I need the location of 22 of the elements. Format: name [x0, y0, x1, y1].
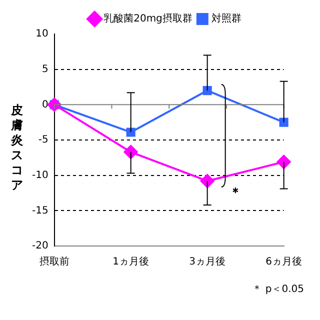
- y-tick-label: -15: [32, 205, 48, 216]
- y-tick-label: -5: [38, 134, 48, 146]
- x-tick-label: 3ヵ月後: [189, 256, 226, 268]
- point: [200, 174, 214, 188]
- y-tick-label: 0: [42, 99, 48, 110]
- x-tick-label: 摂取前: [39, 256, 70, 268]
- point: [276, 154, 291, 169]
- point: [126, 128, 136, 137]
- y-axis-title: 皮膚炎スコア: [10, 103, 24, 193]
- y-tick-label: 10: [36, 28, 48, 40]
- annotation: ＊: [229, 185, 242, 200]
- x-tick-label: 6ヵ月後: [266, 256, 302, 268]
- y-tick-label: -10: [32, 170, 48, 181]
- point: [202, 86, 212, 96]
- point: [124, 145, 138, 160]
- y-tick-label: -20: [32, 240, 48, 252]
- y-tick-label: 5: [42, 64, 48, 75]
- x-tick-label: 1ヵ月後: [112, 256, 150, 268]
- legend-label: 乳酸菌20mg摂取群: [104, 12, 192, 25]
- point: [279, 118, 288, 127]
- legend-label: 対照群: [211, 12, 242, 25]
- text: ＊ p＜0.05: [252, 283, 304, 296]
